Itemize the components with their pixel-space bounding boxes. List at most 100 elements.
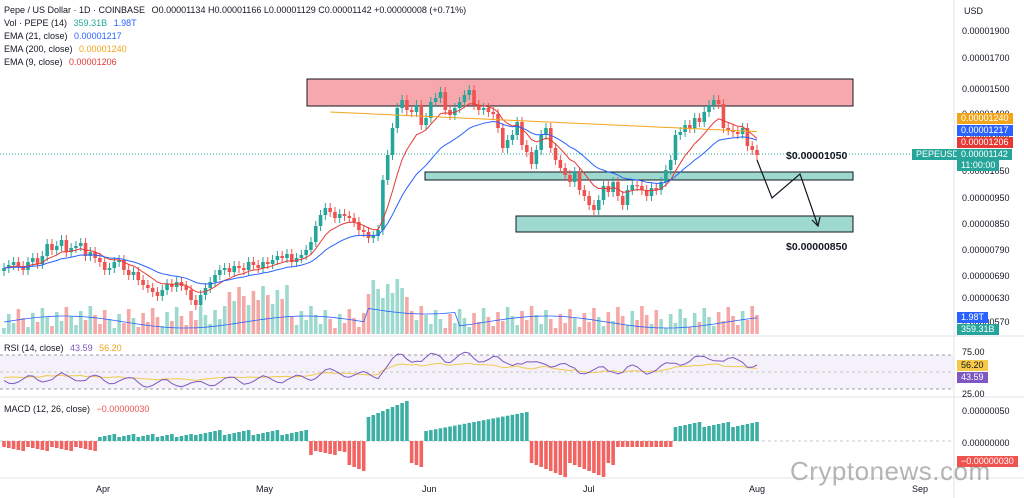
macd-histogram-bar [141, 436, 145, 441]
macd-histogram-bar [477, 421, 481, 441]
macd-histogram-bar [69, 441, 73, 451]
volume-bar [251, 291, 256, 334]
candle-body [716, 100, 721, 104]
macd-histogram-bar [50, 441, 54, 447]
ema9-legend[interactable]: EMA (9, close) 0.00001206 [4, 56, 117, 68]
volume-bar [357, 327, 361, 334]
volume-bar [242, 296, 246, 334]
volume-bar [385, 284, 390, 334]
macd-legend[interactable]: MACD (12, 26, close) −0.00000030 [4, 403, 149, 415]
macd-histogram-bar [596, 441, 601, 475]
macd-histogram-bar [649, 441, 654, 447]
volume-bar [83, 320, 88, 334]
price-axis-label: 0.00000950 [962, 193, 1010, 203]
macd-tag: −0.00000030 [957, 456, 1018, 467]
candle-body [361, 230, 366, 232]
volume-bar [553, 328, 558, 334]
volume-bar [35, 322, 40, 334]
volume-bar [218, 319, 222, 334]
macd-histogram-bar [347, 441, 352, 465]
volume-bar [285, 285, 289, 334]
candle-body [486, 108, 491, 112]
macd-histogram-bar [26, 441, 30, 447]
candle-body [548, 128, 553, 148]
volume-bar [117, 314, 121, 334]
macd-histogram-bar [577, 441, 582, 467]
candle-body [232, 266, 237, 272]
macd-histogram-bar [481, 420, 486, 441]
candle-body [467, 90, 472, 95]
candle-body [40, 256, 45, 264]
volume-bar [213, 310, 217, 334]
macd-axis-label: 0.00000000 [962, 438, 1010, 448]
time-axis-label: Aug [749, 484, 765, 494]
macd-histogram-bar [572, 441, 577, 465]
macd-histogram-bar [280, 435, 284, 441]
volume-bar [174, 307, 179, 334]
candle-body [160, 290, 165, 296]
macd-histogram-bar [620, 441, 625, 447]
volume-bar [572, 318, 577, 334]
candle-body [673, 135, 678, 160]
candle-body [337, 214, 342, 218]
macd-histogram-bar [529, 441, 534, 463]
macd-histogram-bar [659, 441, 663, 447]
volume-ma-tag: 1.98T [957, 312, 989, 323]
price-axis-label: 0.00000850 [962, 219, 1010, 229]
volume-bar [280, 299, 284, 334]
ema21-legend[interactable]: EMA (21, close) 0.00001217 [4, 30, 122, 42]
candle-body [707, 105, 711, 112]
macd-histogram-bar [323, 441, 328, 453]
candle-body [194, 300, 198, 305]
rsi-value: 43.59 [70, 343, 93, 353]
candle-body [102, 262, 107, 270]
price-axis-label: 0.00001700 [962, 53, 1010, 63]
volume-bar [289, 316, 294, 334]
volume-bar [424, 315, 428, 334]
candle-body [376, 230, 380, 236]
macd-histogram-bar [74, 441, 78, 447]
volume-bar [558, 314, 563, 334]
volume-bar [275, 290, 280, 334]
volume-bar [429, 324, 433, 334]
candle-body [577, 172, 582, 190]
macd-histogram-bar [126, 435, 131, 441]
candle-body [11, 262, 16, 265]
rsi-legend[interactable]: RSI (14, close) 43.59 56.20 [4, 342, 122, 354]
volume-bar [390, 293, 395, 334]
macd-histogram-bar [294, 432, 299, 441]
volume-legend[interactable]: Vol · PEPE (14) 359.31B 1.98T [4, 17, 137, 29]
volume-bar [544, 310, 548, 334]
price-axis-label: 0.00001900 [962, 26, 1010, 36]
candle-body [515, 122, 519, 135]
macd-histogram-bar [357, 441, 361, 469]
macd-histogram-bar [270, 431, 275, 441]
volume-bar [141, 313, 145, 334]
macd-histogram-bar [664, 441, 668, 447]
candle-body [112, 262, 117, 268]
volume-bar [659, 319, 663, 334]
macd-histogram-bar [510, 414, 515, 441]
macd-histogram-bar [443, 427, 448, 441]
ema21-line [3, 120, 758, 285]
candle-body [505, 140, 510, 148]
volume-label: Vol · PEPE (14) [4, 18, 68, 28]
candle-body [592, 205, 596, 210]
candle-body [117, 260, 121, 262]
volume-bar [304, 320, 308, 334]
candle-body [280, 256, 284, 258]
volume-bar [395, 279, 400, 334]
volume-bar [184, 325, 189, 334]
candle-body [74, 246, 78, 248]
candle-body [721, 104, 726, 128]
ema200-legend[interactable]: EMA (200, close) 0.00001240 [4, 43, 127, 55]
price-axis-label: 0.00001500 [962, 84, 1010, 94]
time-axis-label: Jul [583, 484, 595, 494]
macd-histogram-bar [405, 401, 409, 441]
candle-body [30, 258, 35, 262]
candle-body [208, 282, 213, 288]
candle-body [285, 254, 289, 258]
currency-label[interactable]: USD [964, 6, 984, 16]
macd-histogram-bar [352, 441, 356, 467]
rsi-ma-tag: 56.20 [957, 360, 988, 371]
